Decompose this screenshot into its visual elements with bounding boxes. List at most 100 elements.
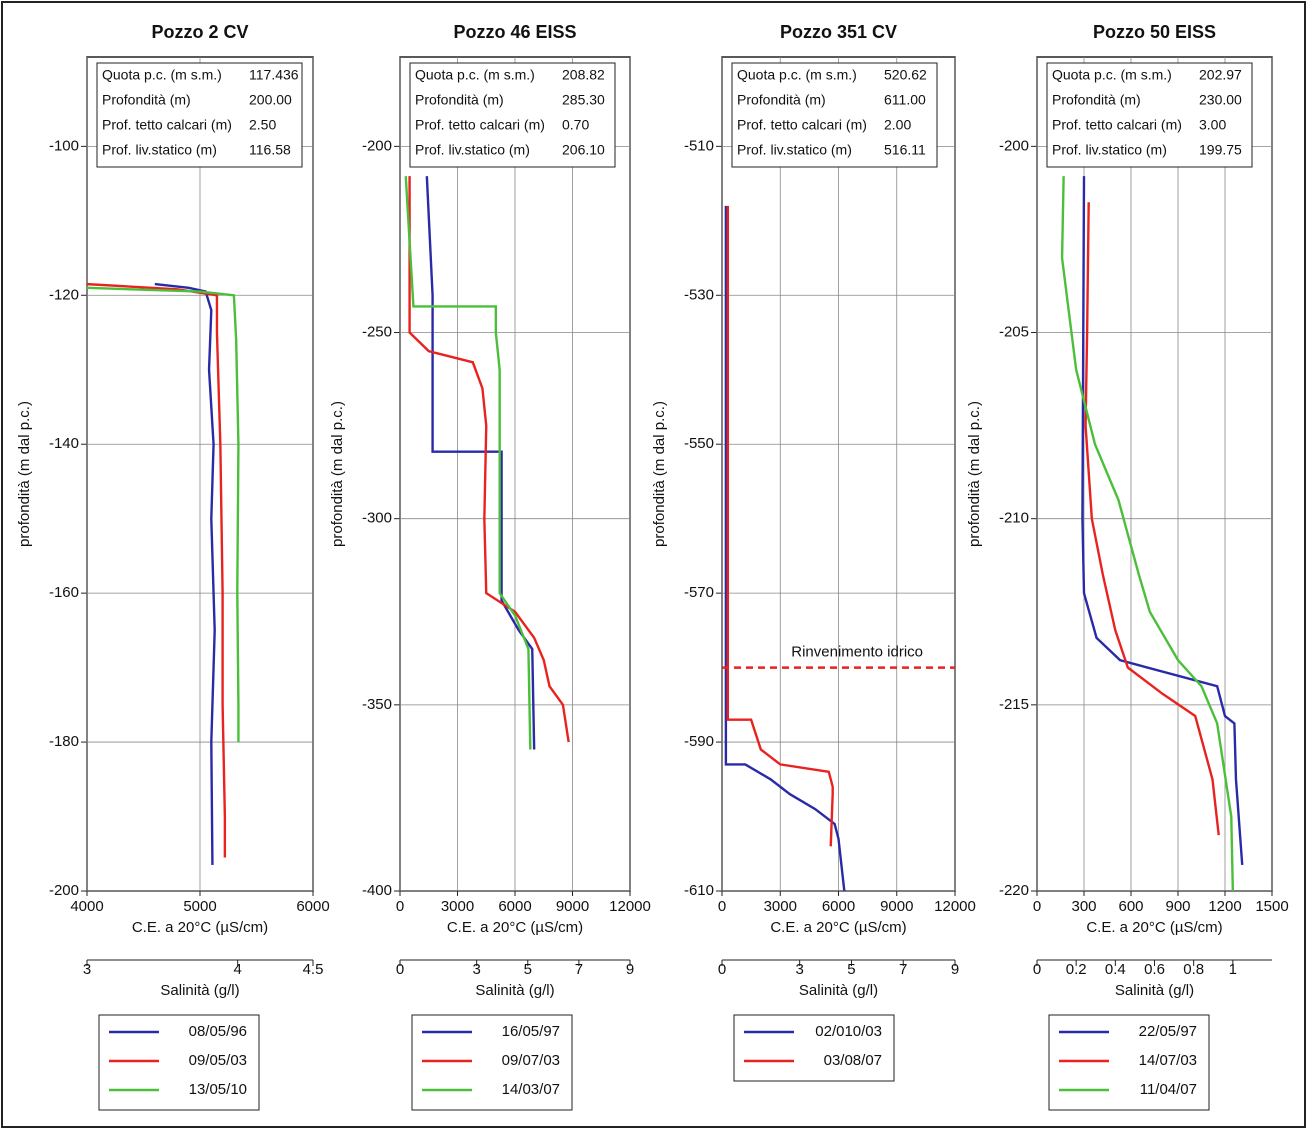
x2-tick-label: 0 bbox=[1033, 961, 1041, 978]
y-tick-label: -200 bbox=[362, 137, 392, 154]
profile-line bbox=[724, 205, 846, 892]
y-axis-label: profondità (m dal p.c.) bbox=[651, 401, 668, 547]
info-value: 2.50 bbox=[249, 117, 276, 133]
x2-tick-label: 3 bbox=[83, 961, 91, 978]
legend-label: 14/07/03 bbox=[1139, 1052, 1197, 1069]
legend-label: 16/05/97 bbox=[502, 1023, 560, 1040]
x-tick-label: 9000 bbox=[556, 898, 589, 915]
x2-tick-label: 0 bbox=[718, 961, 726, 978]
x2-tick-label: 0.8 bbox=[1183, 961, 1204, 978]
x-axis-label: C.E. a 20°C (µS/cm) bbox=[447, 919, 583, 936]
y-tick-label: -610 bbox=[684, 882, 714, 899]
x-tick-label: 3000 bbox=[441, 898, 474, 915]
x-tick-label: 9000 bbox=[880, 898, 913, 915]
x2-axis-label: Salinità (g/l) bbox=[160, 982, 239, 999]
y-axis-label: profondità (m dal p.c.) bbox=[966, 401, 983, 547]
info-value: 202.97 bbox=[1199, 67, 1242, 83]
info-value: 230.00 bbox=[1199, 92, 1242, 108]
info-label: Profondità (m) bbox=[102, 92, 191, 108]
info-label: Quota p.c. (m s.m.) bbox=[1052, 67, 1172, 83]
legend-box bbox=[733, 1014, 895, 1082]
x2-axis-label: Salinità (g/l) bbox=[475, 982, 554, 999]
x2-tick-label: 5 bbox=[847, 961, 855, 978]
profile-line bbox=[1060, 176, 1235, 892]
info-value: 520.62 bbox=[884, 67, 927, 83]
chart-title: Pozzo 46 EISS bbox=[453, 22, 576, 42]
y-tick-label: -205 bbox=[999, 323, 1029, 340]
info-label: Prof. liv.statico (m) bbox=[1052, 142, 1167, 158]
x-tick-label: 1500 bbox=[1255, 898, 1288, 915]
chart-title: Pozzo 50 EISS bbox=[1093, 22, 1216, 42]
y-tick-label: -200 bbox=[999, 137, 1029, 154]
legend-label: 02/010/03 bbox=[815, 1023, 882, 1040]
x2-tick-label: 0.6 bbox=[1144, 961, 1165, 978]
x-tick-label: 900 bbox=[1165, 898, 1190, 915]
legend-label: 11/04/07 bbox=[1140, 1081, 1197, 1098]
info-value: 2.00 bbox=[884, 117, 911, 133]
info-label: Profondità (m) bbox=[1052, 92, 1141, 108]
x-tick-label: 1200 bbox=[1208, 898, 1241, 915]
y-tick-label: -350 bbox=[362, 696, 392, 713]
x2-tick-label: 3 bbox=[795, 961, 803, 978]
x2-axis-label: Salinità (g/l) bbox=[1115, 982, 1194, 999]
x-tick-label: 6000 bbox=[296, 898, 329, 915]
x2-tick-label: 4 bbox=[233, 961, 241, 978]
info-label: Quota p.c. (m s.m.) bbox=[415, 67, 535, 83]
info-value: 285.30 bbox=[562, 92, 605, 108]
chart-title: Pozzo 2 CV bbox=[151, 22, 248, 42]
profile-line bbox=[404, 176, 532, 750]
x-axis-label: C.E. a 20°C (µS/cm) bbox=[132, 919, 268, 936]
profile-line bbox=[1081, 176, 1244, 866]
info-label: Prof. tetto calcari (m) bbox=[1052, 117, 1182, 133]
info-value: 3.00 bbox=[1199, 117, 1226, 133]
info-box bbox=[1046, 62, 1253, 168]
annotation-text: Rinvenimento idrico bbox=[791, 644, 923, 661]
x-tick-label: 3000 bbox=[764, 898, 797, 915]
info-value: 208.82 bbox=[562, 67, 605, 83]
x2-tick-label: 0.4 bbox=[1105, 961, 1126, 978]
legend-label: 08/05/96 bbox=[189, 1023, 247, 1040]
info-label: Prof. liv.statico (m) bbox=[415, 142, 530, 158]
profile-line bbox=[86, 286, 240, 743]
info-label: Prof. liv.statico (m) bbox=[737, 142, 852, 158]
x-tick-label: 0 bbox=[1033, 898, 1041, 915]
x-tick-label: 6000 bbox=[498, 898, 531, 915]
x2-tick-label: 1 bbox=[1229, 961, 1237, 978]
profile-line bbox=[408, 176, 570, 743]
info-value: 116.58 bbox=[249, 142, 291, 158]
info-label: Profondità (m) bbox=[415, 92, 504, 108]
info-value: 0.70 bbox=[562, 117, 589, 133]
info-value: 206.10 bbox=[562, 142, 605, 158]
profile-line bbox=[1084, 202, 1220, 836]
info-label: Prof. liv.statico (m) bbox=[102, 142, 217, 158]
legend-label: 09/07/03 bbox=[502, 1052, 560, 1069]
profile-line bbox=[425, 176, 536, 750]
info-value: 199.75 bbox=[1199, 142, 1242, 158]
x-axis-label: C.E. a 20°C (µS/cm) bbox=[770, 919, 906, 936]
y-tick-label: -400 bbox=[362, 882, 392, 899]
y-tick-label: -300 bbox=[362, 510, 392, 527]
y-tick-label: -510 bbox=[684, 137, 714, 154]
y-axis-label: profondità (m dal p.c.) bbox=[16, 401, 33, 547]
x-tick-label: 4000 bbox=[70, 898, 103, 915]
y-tick-label: -180 bbox=[49, 733, 79, 750]
info-box bbox=[409, 62, 616, 168]
info-box bbox=[731, 62, 938, 168]
x-tick-label: 6000 bbox=[822, 898, 855, 915]
info-label: Profondità (m) bbox=[737, 92, 826, 108]
legend-label: 14/03/07 bbox=[502, 1081, 560, 1098]
y-tick-label: -220 bbox=[999, 882, 1029, 899]
info-box bbox=[96, 62, 303, 168]
y-tick-label: -530 bbox=[684, 286, 714, 303]
y-tick-label: -120 bbox=[49, 286, 79, 303]
info-label: Prof. tetto calcari (m) bbox=[415, 117, 545, 133]
x2-tick-label: 0.2 bbox=[1066, 961, 1087, 978]
x2-axis-label: Salinità (g/l) bbox=[799, 982, 878, 999]
profile-line bbox=[154, 282, 216, 865]
y-tick-label: -100 bbox=[49, 137, 79, 154]
info-label: Prof. tetto calcari (m) bbox=[102, 117, 232, 133]
info-value: 611.00 bbox=[884, 92, 926, 108]
info-value: 117.436 bbox=[249, 67, 299, 83]
info-label: Quota p.c. (m s.m.) bbox=[102, 67, 222, 83]
